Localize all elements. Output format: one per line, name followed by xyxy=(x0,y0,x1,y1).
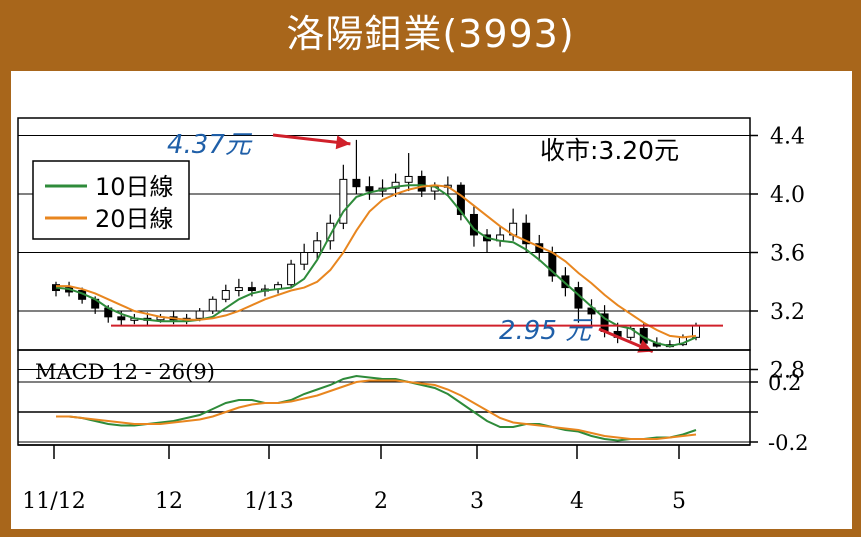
candle-body xyxy=(117,316,126,321)
annotation-high-arrow-head xyxy=(335,135,351,150)
x-tick-label: 2 xyxy=(374,489,388,514)
macd-signal-line xyxy=(56,379,697,440)
legend-box xyxy=(32,160,190,240)
legend-ma10-label: 10日線 xyxy=(95,173,174,201)
x-tick-label: 4 xyxy=(570,489,584,514)
candle-body xyxy=(561,275,570,289)
candle-body xyxy=(208,298,217,312)
candle-body xyxy=(221,290,230,300)
ma10-line xyxy=(55,184,697,348)
y-tick-label: 3.2 xyxy=(770,300,805,325)
candle-body xyxy=(287,263,296,286)
candle-body xyxy=(352,178,361,188)
ma20-line xyxy=(56,184,697,339)
macd-line xyxy=(56,374,697,442)
macd-title: MACD 12 - 26(9) xyxy=(35,360,215,384)
candle-body xyxy=(247,287,256,292)
candle-body xyxy=(234,287,243,292)
macd-tick-label: 0.2 xyxy=(768,371,801,395)
candle-body xyxy=(391,181,400,189)
chart-panel: 4.4 4.0 3.6 3.2 2.8 0.2 -0.2 11/12 12 1/13 2 3 4 5 10… xyxy=(11,71,852,529)
candle-body xyxy=(365,186,374,192)
y-tick-label: 4.0 xyxy=(770,183,805,208)
candle-body xyxy=(195,310,204,319)
candle-body xyxy=(522,222,531,245)
x-tick-label: 12 xyxy=(155,489,183,514)
candle-body xyxy=(339,178,348,224)
annotation-high: 4.37元 xyxy=(167,130,253,160)
legend: 10日線 20日線 xyxy=(32,160,190,240)
x-tick-label: 5 xyxy=(672,489,686,514)
x-tick-label: 1/13 xyxy=(244,489,293,514)
candle-body xyxy=(300,252,309,265)
y-tick-label: 3.6 xyxy=(770,242,805,267)
y-tick-label: 2.8 xyxy=(770,359,805,384)
y-tick-label: 4.4 xyxy=(770,125,805,150)
last-close-label: 收市:3.20元 xyxy=(540,136,679,165)
annotation-low: 2.95 元 xyxy=(499,316,593,346)
x-tick-label: 11/12 xyxy=(22,489,85,514)
candle-body xyxy=(404,175,413,183)
macd-tick-label: -0.2 xyxy=(768,431,809,455)
x-tick-label: 3 xyxy=(470,489,484,514)
price-chart-svg: 4.4 4.0 3.6 3.2 2.80.2 -0.2 11/12 12 1/13 2 3 4 5 10… xyxy=(17,117,809,514)
candle-body xyxy=(456,184,465,215)
legend-ma20-label: 20日線 xyxy=(95,205,174,233)
candle-body xyxy=(326,222,335,242)
chart-title: 洛陽鉬業(3993) xyxy=(286,12,575,56)
candle-body xyxy=(313,240,322,254)
candle-body xyxy=(417,175,426,192)
